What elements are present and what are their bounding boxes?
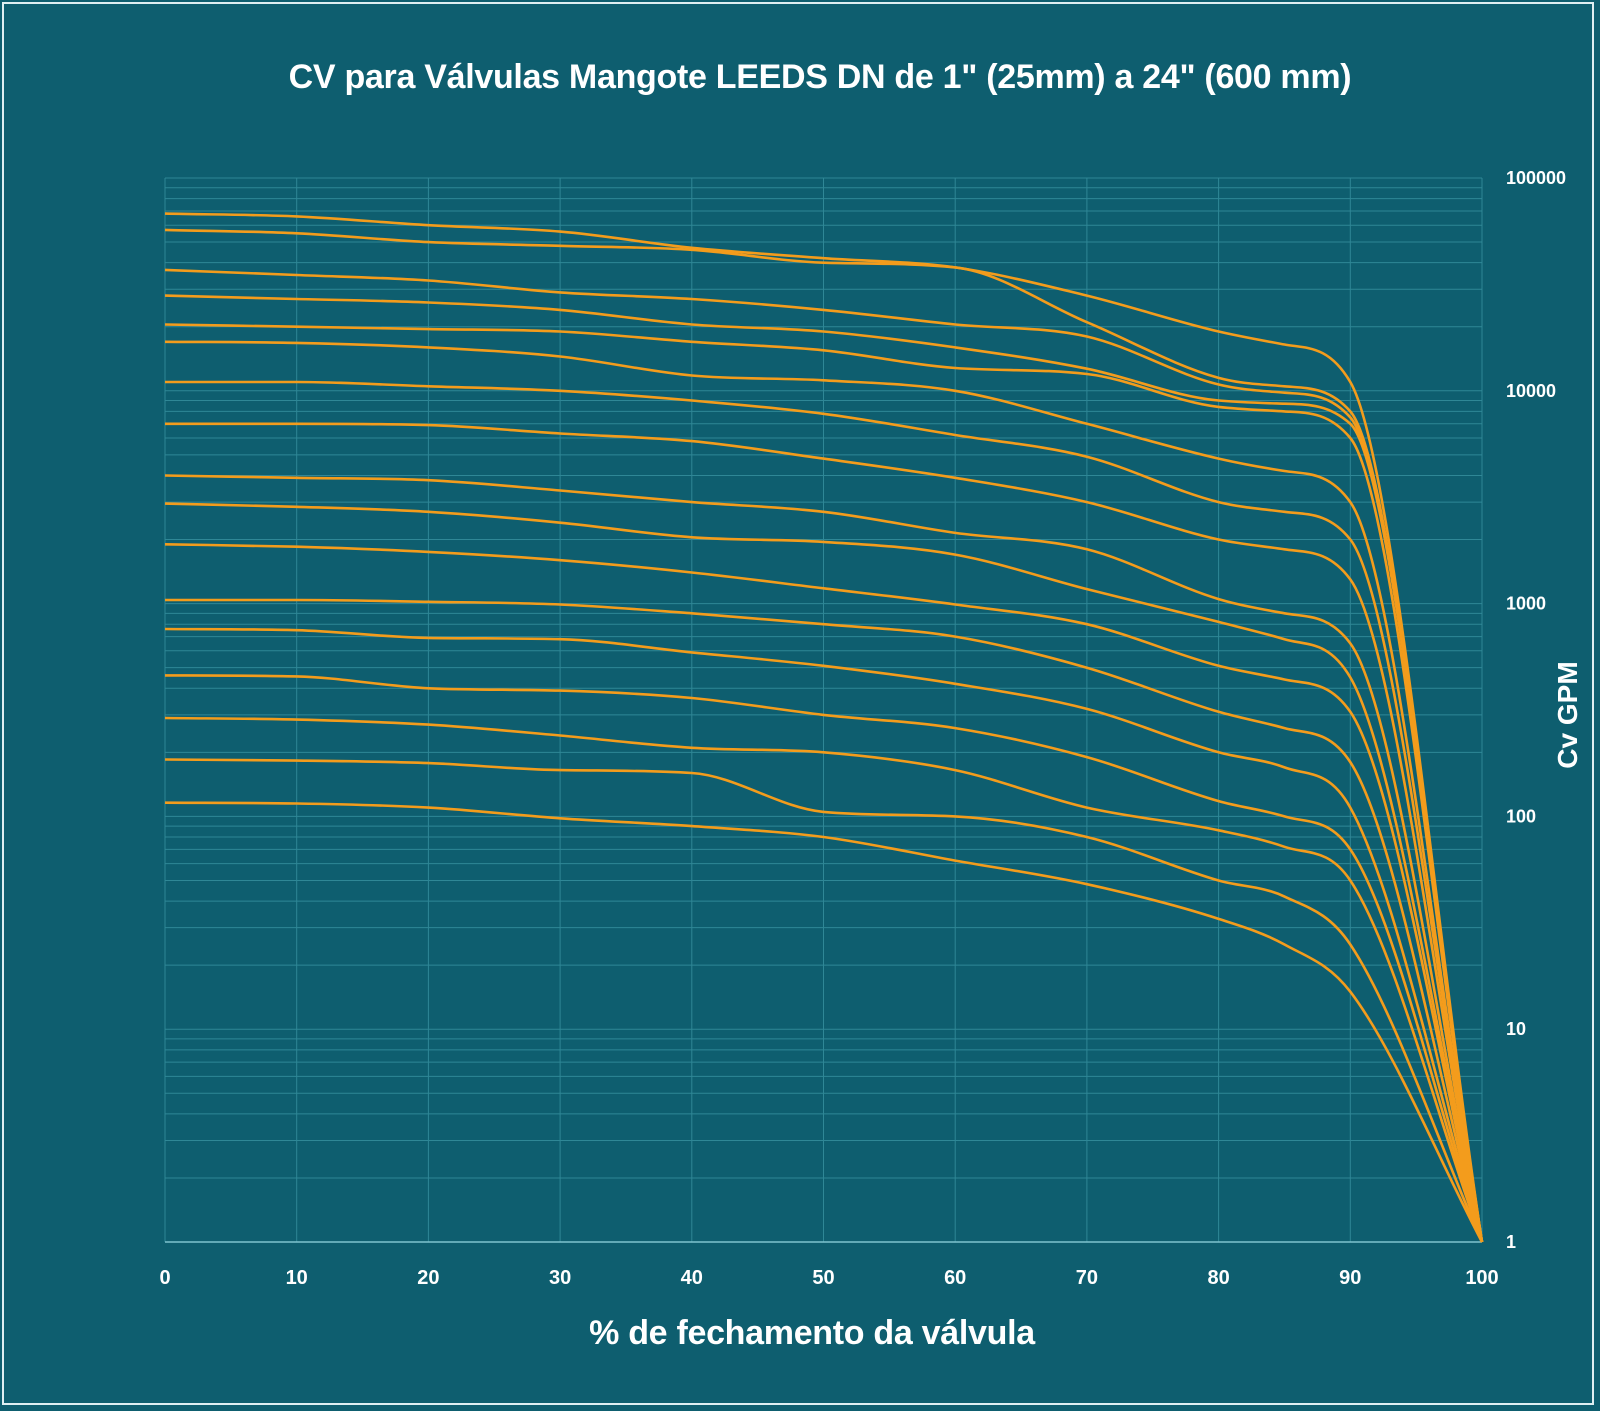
y-tick-label: 10000 xyxy=(1506,381,1556,401)
series-group xyxy=(164,212,1484,1243)
series-line-curve-10 xyxy=(164,502,1484,1243)
y-tick-label: 100000 xyxy=(1506,168,1566,188)
x-tick-label: 50 xyxy=(812,1267,834,1289)
series-line-curve-9 xyxy=(164,474,1484,1243)
x-tick-label: 60 xyxy=(944,1267,966,1289)
series-line-curve-4 xyxy=(164,294,1484,1243)
x-tick-label: 0 xyxy=(159,1267,170,1289)
series-line-curve-5 xyxy=(164,323,1484,1243)
series-line-curve-8 xyxy=(165,422,1484,1243)
grid-lines xyxy=(164,177,1483,1243)
x-tick-label: 100 xyxy=(1465,1267,1498,1289)
series-line-curve-12 xyxy=(164,598,1484,1243)
x-tick-label: 80 xyxy=(1207,1267,1229,1289)
x-axis-label: % de fechamento da válvula xyxy=(589,1314,1035,1352)
tick-labels: 0 10 20 30 40 50 60 70 80 90 100110100100010000100… xyxy=(159,168,1566,1289)
y-tick-label: 1000 xyxy=(1506,594,1546,614)
x-tick-label: 90 xyxy=(1339,1267,1361,1289)
series-line-curve-17 xyxy=(164,801,1484,1243)
x-tick-label: 20 xyxy=(417,1267,439,1289)
chart-title: CV para Válvulas Mangote LEEDS DN de 1" … xyxy=(288,58,1352,96)
y-tick-label: 10 xyxy=(1506,1019,1526,1039)
y-tick-label: 1 xyxy=(1506,1232,1516,1252)
series-line-curve-13 xyxy=(164,627,1484,1243)
series-line-curve-2 xyxy=(164,228,1484,1243)
series-line-curve-16 xyxy=(164,758,1484,1243)
x-tick-label: 10 xyxy=(286,1267,308,1289)
series-line-curve-6 xyxy=(164,340,1484,1243)
series-line-curve-11 xyxy=(164,543,1484,1243)
series-line-curve-14 xyxy=(164,674,1484,1243)
series-line-curve-7 xyxy=(165,380,1484,1243)
x-tick-label: 30 xyxy=(549,1267,571,1289)
y-tick-label: 100 xyxy=(1506,806,1536,826)
x-tick-label: 70 xyxy=(1076,1267,1098,1289)
series-line-curve-15 xyxy=(164,716,1484,1243)
x-tick-label: 40 xyxy=(681,1267,703,1289)
